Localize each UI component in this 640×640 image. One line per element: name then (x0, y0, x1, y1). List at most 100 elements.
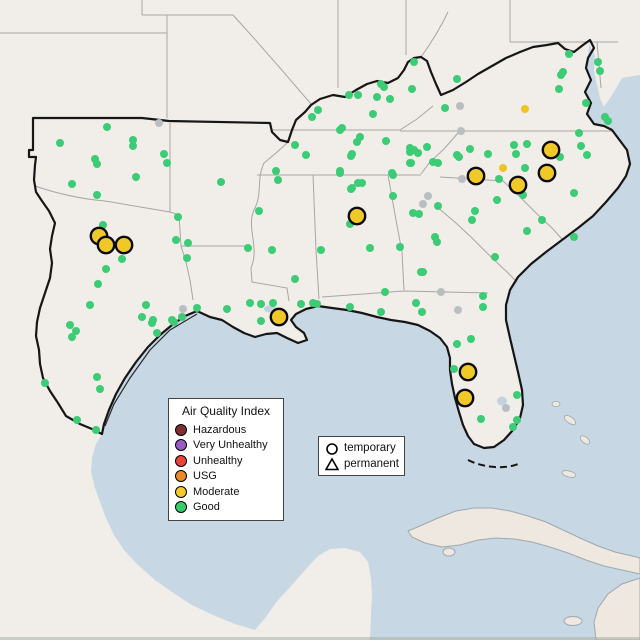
monitor-marker-good[interactable] (345, 91, 353, 99)
monitor-marker-good[interactable] (386, 95, 394, 103)
monitor-marker-good[interactable] (94, 280, 102, 288)
monitor-marker-good[interactable] (388, 169, 396, 177)
monitor-marker-good[interactable] (521, 164, 529, 172)
monitor-marker-good[interactable] (272, 167, 280, 175)
monitor-marker-good[interactable] (93, 191, 101, 199)
monitor-marker-good[interactable] (433, 238, 441, 246)
monitor-marker-good[interactable] (348, 150, 356, 158)
monitor-marker-good[interactable] (257, 300, 265, 308)
monitor-marker-good[interactable] (68, 180, 76, 188)
monitor-marker-good[interactable] (412, 299, 420, 307)
monitor-marker-moderate[interactable] (458, 362, 478, 382)
monitor-marker-good[interactable] (583, 151, 591, 159)
monitor-marker-moderate[interactable] (466, 166, 486, 186)
monitor-marker-good[interactable] (434, 159, 442, 167)
monitor-marker-good[interactable] (479, 292, 487, 300)
monitor-marker-good[interactable] (484, 150, 492, 158)
monitor-marker-good[interactable] (297, 300, 305, 308)
monitor-marker-no-data[interactable] (424, 192, 432, 200)
monitor-marker-good[interactable] (193, 304, 201, 312)
monitor-marker-good[interactable] (174, 213, 182, 221)
monitor-marker-good[interactable] (217, 178, 225, 186)
monitor-marker-good[interactable] (477, 415, 485, 423)
monitor-marker-no-data[interactable] (456, 102, 464, 110)
monitor-marker-good[interactable] (356, 133, 364, 141)
monitor-marker-no-data[interactable] (458, 175, 466, 183)
monitor-marker-good[interactable] (495, 175, 503, 183)
monitor-marker-good[interactable] (354, 91, 362, 99)
monitor-marker-good[interactable] (41, 379, 49, 387)
monitor-marker-good[interactable] (523, 140, 531, 148)
monitor-marker-good[interactable] (170, 318, 178, 326)
monitor-marker-good[interactable] (72, 327, 80, 335)
monitor-marker-good[interactable] (103, 123, 111, 131)
monitor-marker-good[interactable] (255, 207, 263, 215)
monitor-marker-no-data[interactable] (419, 200, 427, 208)
monitor-marker-good[interactable] (582, 99, 590, 107)
monitor-marker-good[interactable] (455, 153, 463, 161)
monitor-marker-good[interactable] (453, 75, 461, 83)
monitor-marker-good[interactable] (172, 236, 180, 244)
monitor-marker-good[interactable] (96, 385, 104, 393)
monitor-marker-good[interactable] (223, 305, 231, 313)
monitor-marker-moderate[interactable] (508, 175, 528, 195)
monitor-marker-good[interactable] (570, 189, 578, 197)
monitor-marker-good[interactable] (86, 301, 94, 309)
monitor-marker-good[interactable] (450, 365, 458, 373)
monitor-marker-good[interactable] (268, 246, 276, 254)
monitor-marker-good[interactable] (93, 373, 101, 381)
monitor-marker-good[interactable] (377, 308, 385, 316)
monitor-marker-good[interactable] (73, 416, 81, 424)
monitor-marker-good[interactable] (314, 106, 322, 114)
monitor-marker-good[interactable] (381, 288, 389, 296)
monitor-marker-good[interactable] (577, 142, 585, 150)
monitor-marker-moderate[interactable] (537, 163, 557, 183)
monitor-marker-good[interactable] (565, 50, 573, 58)
monitor-marker-good[interactable] (570, 233, 578, 241)
monitor-marker-good[interactable] (183, 254, 191, 262)
monitor-marker-good[interactable] (509, 423, 517, 431)
monitor-marker-good[interactable] (373, 93, 381, 101)
monitor-marker-good[interactable] (415, 210, 423, 218)
monitor-marker-good[interactable] (410, 146, 418, 154)
monitor-marker-good[interactable] (138, 313, 146, 321)
monitor-marker-good[interactable] (510, 141, 518, 149)
monitor-marker-good[interactable] (453, 340, 461, 348)
monitor-marker-good[interactable] (409, 209, 417, 217)
monitor-marker-good[interactable] (513, 416, 521, 424)
monitor-marker-good[interactable] (291, 275, 299, 283)
monitor-marker-good[interactable] (308, 113, 316, 121)
monitor-marker-good[interactable] (132, 173, 140, 181)
monitor-marker-good[interactable] (466, 145, 474, 153)
monitor-marker-good[interactable] (471, 207, 479, 215)
monitor-marker-good[interactable] (313, 300, 321, 308)
monitor-marker-good[interactable] (596, 67, 604, 75)
monitor-marker-good[interactable] (513, 391, 521, 399)
monitor-marker-good[interactable] (346, 303, 354, 311)
monitor-marker-moderate[interactable] (541, 140, 561, 160)
monitor-marker-good[interactable] (163, 159, 171, 167)
monitor-marker-good[interactable] (118, 255, 126, 263)
monitor-marker-good[interactable] (389, 192, 397, 200)
monitor-marker-good[interactable] (92, 426, 100, 434)
monitor-marker-good[interactable] (153, 329, 161, 337)
monitor-marker-good[interactable] (538, 216, 546, 224)
monitor-marker-good[interactable] (396, 243, 404, 251)
monitor-marker-good[interactable] (160, 150, 168, 158)
monitor-marker-good[interactable] (317, 246, 325, 254)
monitor-marker-good[interactable] (348, 184, 356, 192)
monitor-marker-good[interactable] (468, 216, 476, 224)
monitor-marker-no-data[interactable] (155, 119, 163, 127)
monitor-marker-good[interactable] (491, 253, 499, 261)
monitor-marker-good[interactable] (512, 150, 520, 158)
monitor-marker-no-data[interactable] (179, 305, 187, 313)
monitor-marker-good[interactable] (336, 169, 344, 177)
monitor-marker-good[interactable] (523, 227, 531, 235)
monitor-marker-good[interactable] (257, 317, 265, 325)
monitor-marker-good[interactable] (129, 142, 137, 150)
monitor-marker-good[interactable] (441, 104, 449, 112)
monitor-marker-good[interactable] (434, 202, 442, 210)
monitor-marker-good[interactable] (178, 313, 186, 321)
monitor-marker-moderate[interactable] (455, 388, 475, 408)
monitor-marker-good[interactable] (559, 68, 567, 76)
